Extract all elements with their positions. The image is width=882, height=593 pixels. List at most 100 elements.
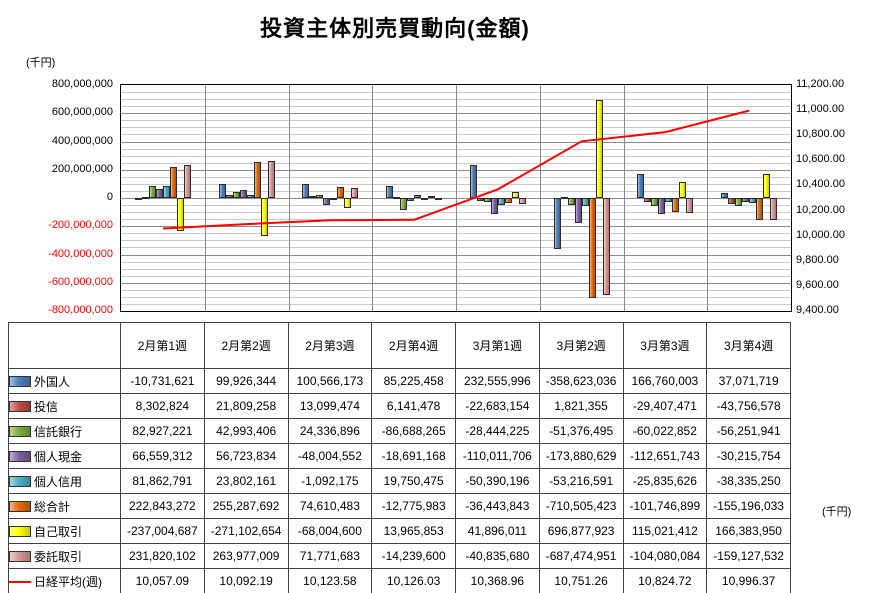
value-cell: -60,022,852: [622, 418, 708, 444]
bar-外国人: [554, 198, 561, 249]
left-axis-tick: 0: [106, 191, 113, 203]
value-cell: 6,141,478: [371, 393, 456, 419]
bar-自己取引: [763, 174, 770, 198]
series-name: 総合計: [34, 499, 71, 514]
chart-title: 投資主体別売買動向(金額): [260, 16, 530, 41]
bar-信託銀行: [149, 186, 156, 198]
bar-個人現金: [658, 198, 665, 214]
value-cell: 99,926,344: [203, 368, 289, 394]
value-cell: 222,843,272: [120, 493, 205, 519]
week-header-cell: 2月第1週: [120, 322, 205, 369]
value-cell: 13,099,474: [287, 393, 373, 419]
bar-自己取引: [428, 196, 435, 198]
value-cell: -271,102,654: [203, 518, 289, 544]
week-header-cell: 3月第3週: [622, 322, 708, 369]
bar-個人現金: [575, 198, 582, 223]
value-cell: 24,336,896: [287, 418, 373, 444]
left-axis-unit-label: (千円): [26, 57, 56, 69]
value-cell: -10,731,621: [120, 368, 205, 394]
value-cell: 10,092.19: [203, 568, 289, 593]
value-cell: 10,057.09: [120, 568, 205, 593]
category-separator-line: [623, 85, 625, 311]
bar-委託取引: [603, 198, 610, 295]
bar-総合計: [756, 198, 763, 220]
table-row: 投信 8,302,824 21,809,258 13,099,474 6,141,478…: [8, 393, 791, 419]
value-cell: -110,011,706: [455, 443, 540, 469]
bar-投信: [309, 196, 316, 198]
bar-自己取引: [344, 198, 351, 208]
left-axis-tick: 600,000,000: [51, 106, 113, 119]
legend-swatch-icon: [9, 425, 31, 437]
series-name: 外国人: [34, 374, 71, 389]
bar-総合計: [337, 187, 344, 198]
value-cell: -38,335,250: [706, 468, 791, 494]
bar-投信: [728, 198, 735, 204]
table-corner-cell: [8, 322, 121, 369]
right-axis-tick: 11,000.00: [796, 103, 845, 116]
category-separator-line: [204, 85, 206, 311]
left-axis-tick: 800,000,000: [51, 78, 113, 90]
left-axis-tick: -800,000,000: [48, 304, 113, 316]
series-name-cell: 自己取引: [8, 518, 121, 544]
legend-swatch-icon: [9, 400, 31, 412]
value-cell: -22,683,154: [455, 393, 540, 419]
series-name-cell: 投信: [8, 393, 121, 419]
value-cell: 10,126.03: [371, 568, 456, 593]
series-name-cell: 総合計: [8, 493, 121, 519]
value-cell: 23,802,161: [203, 468, 289, 494]
series-name: 投信: [34, 399, 59, 414]
bar-個人信用: [665, 198, 672, 202]
category-separator-line: [372, 85, 374, 311]
value-cell: -53,216,591: [538, 468, 624, 494]
category-separator-line: [288, 85, 290, 311]
value-cell: 56,723,834: [203, 443, 289, 469]
series-name-cell: 信託銀行: [8, 418, 121, 444]
value-cell: 81,862,791: [120, 468, 205, 494]
value-cell: 232,555,996: [455, 368, 540, 394]
value-cell: 115,021,412: [622, 518, 708, 544]
bar-信託銀行: [735, 198, 742, 206]
plot-area: [120, 84, 792, 312]
series-name: 個人信用: [34, 474, 83, 489]
bar-信託銀行: [400, 198, 407, 210]
bar-外国人: [135, 198, 142, 200]
value-cell: 19,750,475: [371, 468, 456, 494]
value-cell: 42,993,406: [203, 418, 289, 444]
bar-自己取引: [679, 182, 686, 198]
bar-自己取引: [261, 198, 268, 236]
value-cell: -29,407,471: [622, 393, 708, 419]
value-cell: -36,443,843: [455, 493, 540, 519]
bar-外国人: [219, 184, 226, 198]
bar-投信: [477, 198, 484, 201]
week-header-cell: 3月第1週: [455, 322, 540, 369]
value-cell: 696,877,923: [538, 518, 624, 544]
value-cell: 231,820,102: [120, 543, 205, 569]
value-cell: 8,302,824: [120, 393, 205, 419]
table-row: 信託銀行 82,927,221 42,993,406 24,336,896 -86,68…: [8, 418, 791, 444]
right-axis-tick: 9,600.00: [796, 278, 839, 291]
value-cell: 82,927,221: [120, 418, 205, 444]
bar-委託取引: [268, 161, 275, 198]
right-value-axis: 11,200.00 11,000.00 10,800.00 10,600.00 10,4…: [796, 78, 882, 316]
value-cell: -18,691,168: [371, 443, 456, 469]
value-cell: -30,215,754: [706, 443, 791, 469]
value-cell: -25,835,626: [622, 468, 708, 494]
value-cell: -86,688,265: [371, 418, 456, 444]
table-row: 委託取引 231,820,102 263,977,009 71,771,683 -14,…: [8, 543, 791, 569]
bar-投信: [226, 195, 233, 198]
bar-委託取引: [351, 188, 358, 198]
value-cell: 100,566,173: [287, 368, 373, 394]
value-cell: -40,835,680: [455, 543, 540, 569]
right-axis-tick: 10,600.00: [796, 153, 845, 166]
series-name: 委託取引: [34, 549, 83, 564]
bar-個人信用: [163, 186, 170, 198]
legend-swatch-icon: [9, 500, 31, 512]
value-cell: 37,071,719: [706, 368, 791, 394]
week-header-cell: 2月第4週: [371, 322, 456, 369]
value-cell: -237,004,687: [120, 518, 205, 544]
bar-自己取引: [177, 198, 184, 231]
bar-信託銀行: [651, 198, 658, 206]
week-header-cell: 2月第2週: [203, 322, 289, 369]
bar-個人信用: [582, 198, 589, 206]
